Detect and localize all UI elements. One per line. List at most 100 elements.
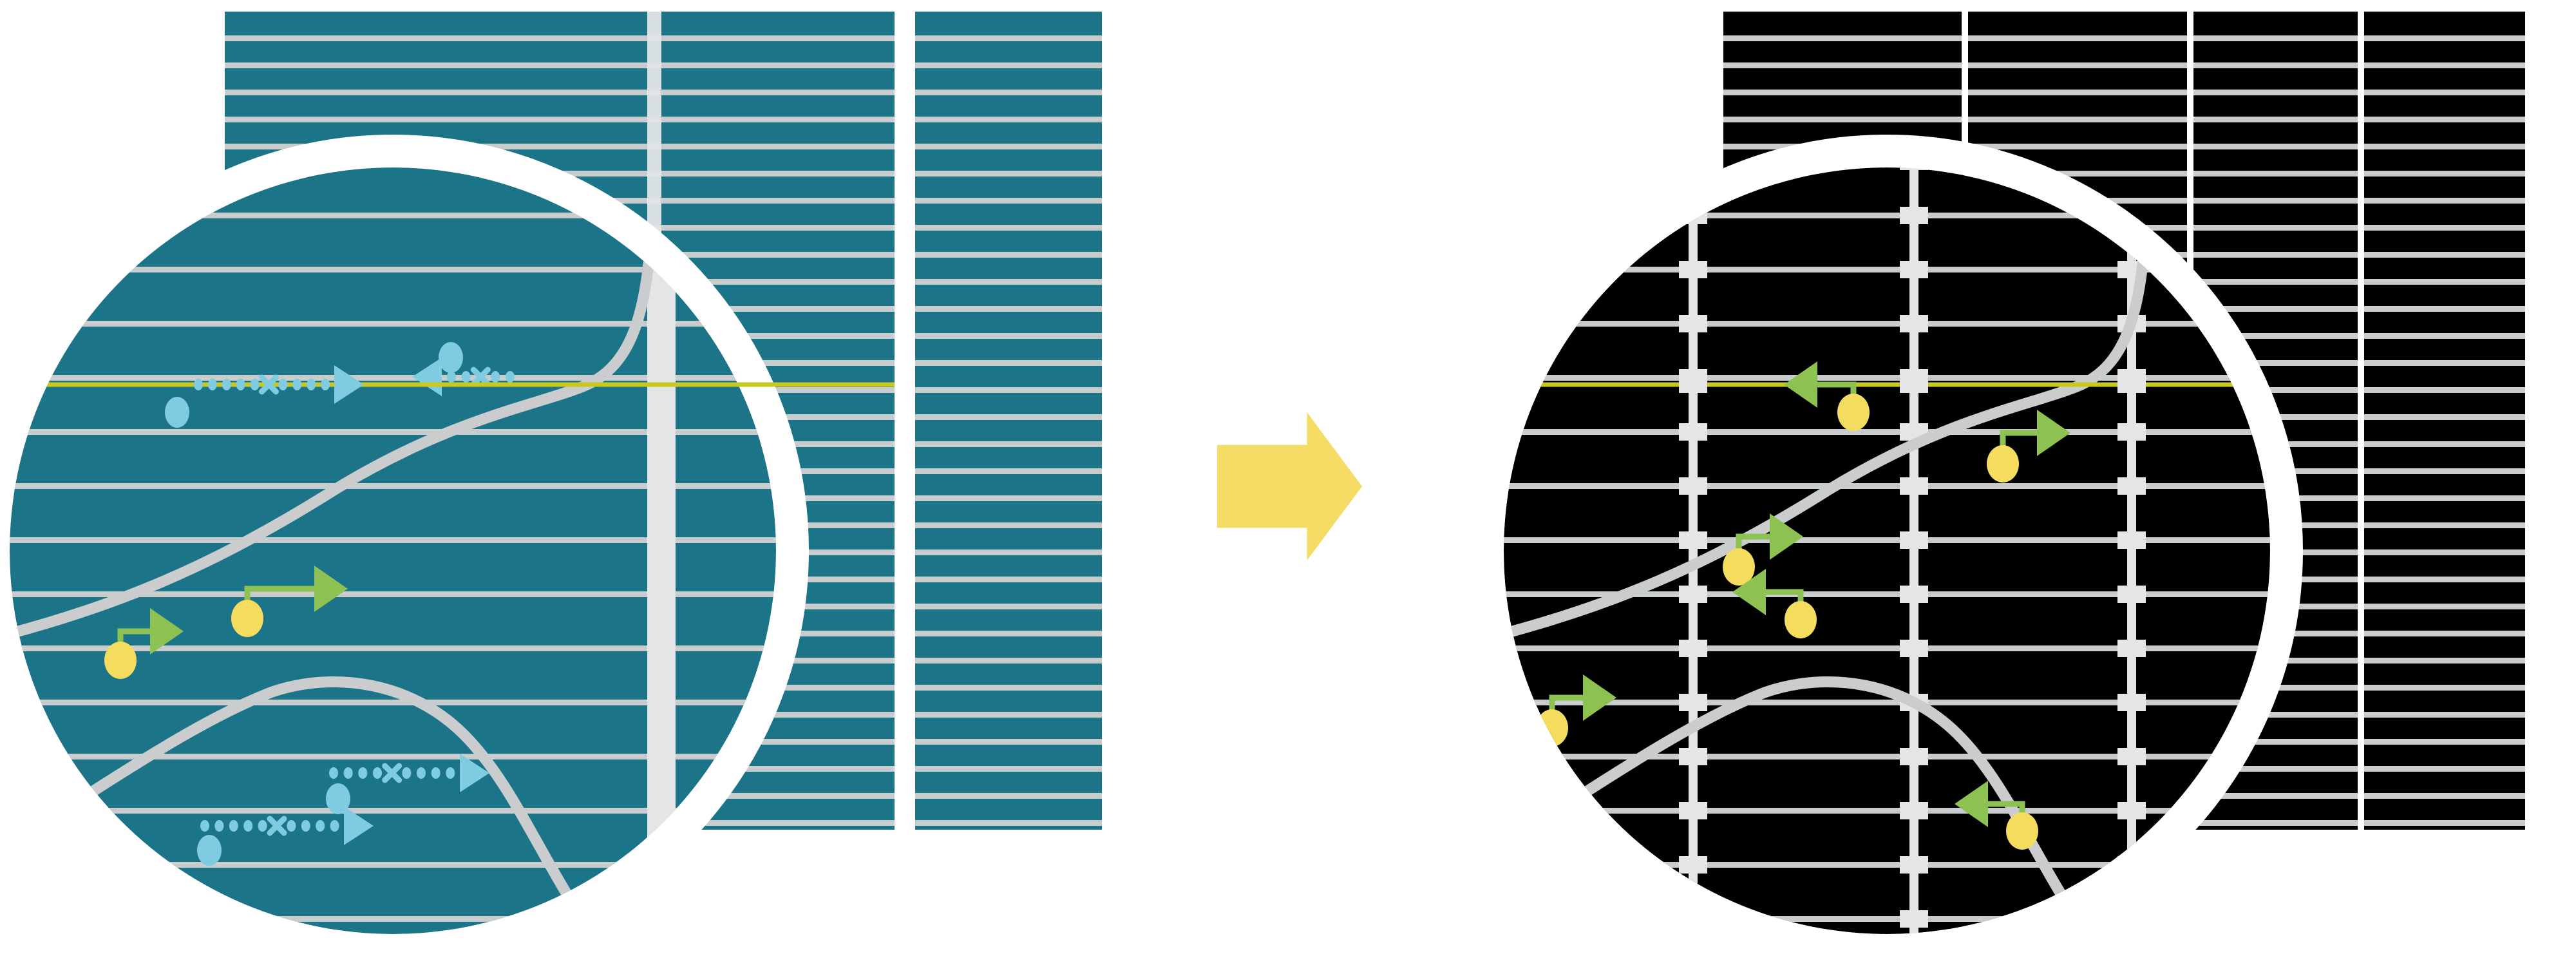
- right-lens-grid-tick: [1679, 167, 1707, 170]
- transform-arrow-icon: [1217, 412, 1362, 560]
- left-row-gridline: [915, 685, 1102, 691]
- observation-dot: [326, 783, 350, 814]
- dotted-path-dot: [446, 767, 455, 779]
- right-row-gridline: [2364, 360, 2525, 366]
- right-column: [2364, 12, 2525, 830]
- right-lens-grid-tick: [1679, 44, 1707, 62]
- right-highlight-line: [1504, 382, 2270, 387]
- dotted-path-dot: [301, 820, 310, 832]
- right-lens-grid-tick: [1679, 261, 1707, 278]
- green-arrow-head: [1955, 781, 1988, 827]
- right-lens-grid-tick: [1679, 748, 1707, 765]
- right-lens-grid-tick: [1679, 99, 1707, 116]
- right-row-gridline: [1723, 35, 1962, 41]
- right-lens-grid-tick: [2117, 748, 2146, 765]
- left-row-gridline: [915, 198, 1102, 204]
- right-lens-gridline: [1504, 808, 2270, 814]
- dotted-path-cross-marker: [470, 367, 491, 387]
- dotted-path-dot: [373, 767, 382, 779]
- dotted-path-dot: [343, 767, 353, 779]
- left-row-gridline: [915, 577, 1102, 582]
- left-lens-background: [10, 167, 776, 934]
- right-row-gridline: [2364, 820, 2525, 826]
- left-row-gridline: [915, 144, 1102, 149]
- right-lens-grid-tick: [1900, 167, 1928, 170]
- dotted-path-dot: [402, 767, 412, 779]
- left-row-gridline: [915, 522, 1102, 528]
- right-lens-gridline: [1504, 862, 2270, 868]
- right-lens-grid-tick: [1679, 0, 1707, 8]
- dotted-path-dot: [222, 379, 231, 390]
- dotted-path-arrow-head: [344, 807, 374, 845]
- right-row-gridline: [2364, 577, 2525, 582]
- right-row-gridline: [2364, 117, 2525, 122]
- dotted-path-dot: [506, 371, 515, 383]
- right-row-gridline: [2193, 739, 2358, 745]
- dotted-path-dot: [200, 820, 209, 832]
- observation-dot: [165, 397, 189, 428]
- right-row-gridline: [2193, 117, 2358, 122]
- dotted-path-dot: [307, 379, 316, 390]
- right-row-gridline: [2364, 793, 2525, 799]
- dotted-path-dot: [243, 820, 253, 832]
- right-lens-grid-tick: [2117, 586, 2146, 603]
- left-row-gridline: [915, 252, 1102, 258]
- right-lens-gridline: [1504, 0, 2270, 2]
- dotted-path-dot: [214, 820, 224, 832]
- right-rising-diagonal-curve: [1504, 239, 2150, 640]
- left-row-gridline: [915, 225, 1102, 231]
- right-row-gridline: [2193, 279, 2358, 285]
- right-lens-grid-tick: [1900, 640, 1928, 657]
- left-lens-gridline: [10, 754, 776, 759]
- left-lens-gridline: [10, 213, 776, 218]
- dotted-path-cross-marker: [259, 374, 279, 395]
- left-rising-diagonal-curve: [10, 239, 656, 640]
- left-column: [915, 12, 1102, 830]
- right-lens-grid-tick: [1900, 802, 1928, 819]
- right-column-fill: [2364, 12, 2525, 830]
- right-row-gridline: [2193, 225, 2358, 231]
- left-lens-gridline: [10, 483, 776, 489]
- right-row-gridline: [2364, 468, 2525, 474]
- left-markers: [104, 342, 515, 866]
- right-row-gridline: [2193, 35, 2358, 41]
- left-lens-gridline: [10, 862, 776, 868]
- left-row-gridline: [915, 306, 1102, 312]
- left-row-gridline: [225, 144, 895, 149]
- left-row-gridline: [915, 604, 1102, 609]
- dotted-path-dot: [316, 820, 325, 832]
- right-lens-gridline: [1504, 916, 2270, 922]
- left-row-gridline: [915, 495, 1102, 501]
- left-row-gridline: [225, 117, 895, 122]
- left-row-gridline: [915, 658, 1102, 664]
- right-lens-grid-tick: [1900, 0, 1928, 8]
- dotted-path-dot: [417, 767, 426, 779]
- left-lens-gridline: [10, 537, 776, 543]
- yellow-observation-dot: [1723, 548, 1755, 586]
- left-row-gridline: [915, 90, 1102, 95]
- left-lens-gridline: [10, 808, 776, 814]
- dotted-path-dot: [287, 820, 296, 832]
- right-lens-grid-tick: [2117, 964, 2146, 974]
- right-row-gridline: [1968, 117, 2187, 122]
- right-lens-grid-tick: [1679, 694, 1707, 711]
- left-lens-gridline: [10, 970, 776, 974]
- right-lens-grid-tick: [1679, 802, 1707, 819]
- right-lens-background: [1504, 167, 2270, 934]
- left-row-gridline: [225, 35, 895, 41]
- right-row-gridline: [2364, 62, 2525, 68]
- dotted-path-arrow-head: [460, 754, 489, 792]
- dotted-path-dot: [491, 371, 500, 383]
- right-row-gridline: [2364, 171, 2525, 177]
- right-lens-grid-tick: [1900, 586, 1928, 603]
- right-lens-gridline: [1504, 321, 2270, 327]
- green-arrow-head: [2037, 410, 2070, 456]
- right-row-gridline: [2364, 685, 2525, 691]
- left-row-gridline: [915, 333, 1102, 339]
- right-row-gridline: [2193, 62, 2358, 68]
- left-lens-gridline: [10, 429, 776, 435]
- right-row-gridline: [2364, 198, 2525, 204]
